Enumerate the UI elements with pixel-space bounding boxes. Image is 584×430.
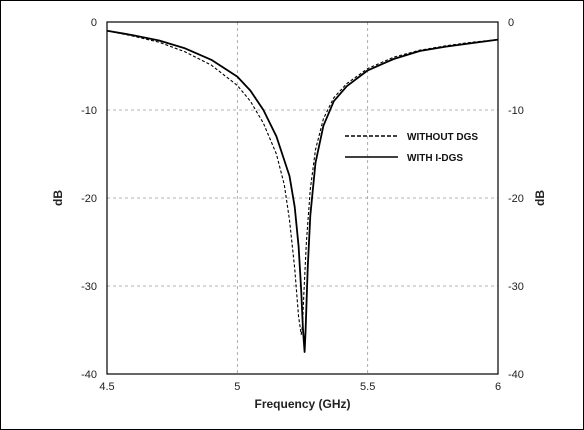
y-tick-label-right: -10 <box>508 105 524 117</box>
y-axis-title-left: dB <box>51 190 65 206</box>
y-tick-label-left: -20 <box>81 193 97 205</box>
series-layer <box>106 29 499 353</box>
y-tick-label-right: -30 <box>508 281 524 293</box>
series-line-without-dgs <box>106 30 499 335</box>
plot-area <box>106 21 499 375</box>
y-tick-label-left: -30 <box>81 281 97 293</box>
y-tick-label-right: 0 <box>508 17 514 29</box>
x-tick-label: 5.5 <box>360 381 375 393</box>
x-axis-title: Frequency (GHz) <box>254 397 350 411</box>
y-tick-label-left: -40 <box>81 369 97 381</box>
x-tick-label: 4.5 <box>99 381 114 393</box>
x-tick-label: 6 <box>495 381 501 393</box>
y-tick-label-left: 0 <box>91 17 97 29</box>
y-tick-label-right: -20 <box>508 193 524 205</box>
y-tick-label-right: -40 <box>508 369 524 381</box>
y-axis-title-right: dB <box>533 190 547 206</box>
y-tick-label-left: -10 <box>81 105 97 117</box>
grid <box>107 22 498 374</box>
tick-labels: 4.5 5 5.5 6 0 0 -10 -10 -20 -20 -30 -30 -40 -40 <box>81 17 524 393</box>
legend-label-with-i-dgs: WITH I-DGS <box>407 153 463 164</box>
series-line-with-i-dgs <box>106 29 499 353</box>
legend: WITHOUT DGS WITH I-DGS <box>345 132 478 164</box>
legend-label-without-dgs: WITHOUT DGS <box>407 132 478 143</box>
x-tick-label: 5 <box>234 381 240 393</box>
